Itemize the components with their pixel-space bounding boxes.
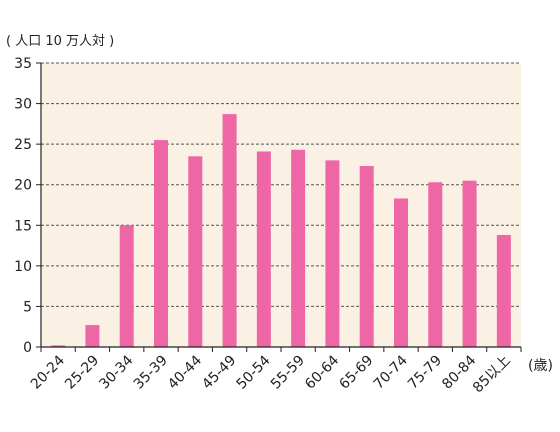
bar bbox=[359, 166, 374, 347]
bar bbox=[154, 140, 168, 347]
y-tick-label: 30 bbox=[14, 97, 32, 113]
bar bbox=[325, 160, 340, 347]
y-tick-label: 15 bbox=[14, 218, 32, 234]
x-tick-label: 45-49 bbox=[199, 353, 239, 393]
x-tick-label: 50-54 bbox=[234, 352, 274, 392]
y-tick-label: 0 bbox=[23, 340, 32, 356]
y-tick-label: 20 bbox=[14, 178, 32, 194]
x-tick-label: 75-79 bbox=[405, 353, 445, 393]
x-tick-label: 60-64 bbox=[302, 352, 342, 392]
x-axis-ticks: 20-2425-2930-3435-3940-4445-4950-5455-59… bbox=[28, 347, 522, 397]
x-tick-label: 25-29 bbox=[62, 353, 102, 393]
y-axis-unit-label: ( 人口 10 万人対 ) bbox=[6, 34, 114, 49]
x-tick-label: 55-59 bbox=[268, 353, 308, 393]
bar bbox=[394, 198, 408, 347]
plot-area bbox=[41, 63, 521, 347]
bar bbox=[85, 325, 100, 347]
bar bbox=[428, 182, 443, 347]
y-tick-label: 35 bbox=[14, 56, 32, 72]
x-tick-label: 35-39 bbox=[131, 353, 171, 393]
bar bbox=[188, 156, 203, 347]
bar bbox=[462, 180, 477, 347]
y-tick-label: 5 bbox=[23, 299, 32, 315]
y-tick-label: 10 bbox=[14, 259, 32, 275]
bar bbox=[291, 149, 306, 347]
bar bbox=[51, 345, 66, 347]
x-tick-label: 30-34 bbox=[96, 352, 136, 392]
bars bbox=[51, 114, 511, 348]
bar bbox=[222, 114, 237, 348]
bar bbox=[119, 225, 134, 347]
y-tick-label: 25 bbox=[14, 137, 32, 153]
x-tick-label: 85以上 bbox=[470, 353, 514, 397]
bar bbox=[496, 235, 511, 347]
x-tick-label: 20-24 bbox=[28, 352, 68, 392]
x-axis-unit-label: (歳) bbox=[528, 358, 553, 374]
bar bbox=[256, 151, 271, 347]
x-tick-label: 40-44 bbox=[165, 352, 205, 392]
x-tick-label: 65-69 bbox=[336, 353, 376, 393]
y-axis-ticks: 0 5 10 15 20 25 30 35 bbox=[14, 56, 41, 356]
x-tick-label: 70-74 bbox=[371, 352, 411, 392]
